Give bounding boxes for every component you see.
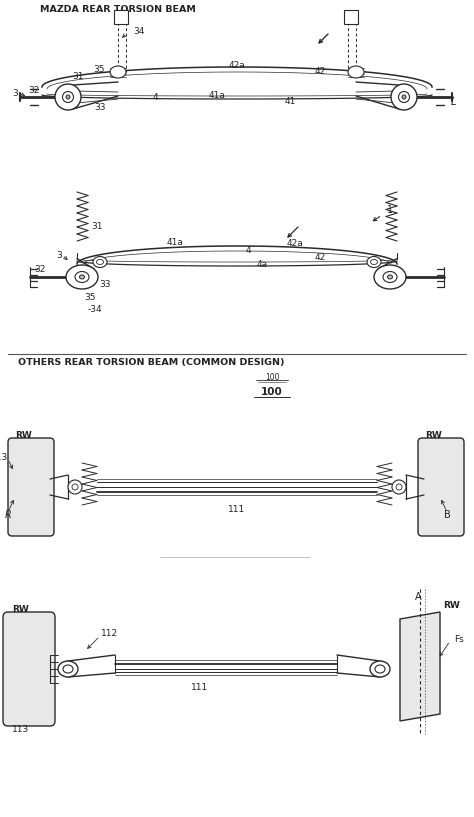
Ellipse shape — [348, 66, 364, 78]
Text: L: L — [450, 97, 456, 107]
Text: B: B — [444, 510, 450, 520]
Bar — [114, 10, 128, 24]
Text: RW: RW — [15, 431, 32, 440]
Text: 34: 34 — [133, 26, 145, 35]
Circle shape — [399, 92, 410, 102]
Circle shape — [66, 95, 70, 99]
Text: 32: 32 — [35, 265, 46, 274]
Text: 42a: 42a — [228, 60, 246, 69]
Text: 3: 3 — [56, 251, 62, 260]
Text: -34: -34 — [88, 305, 102, 314]
Text: 1: 1 — [387, 205, 393, 215]
Circle shape — [72, 484, 78, 490]
Text: 42a: 42a — [287, 239, 303, 248]
Circle shape — [396, 484, 402, 490]
Circle shape — [402, 95, 406, 99]
Ellipse shape — [93, 257, 107, 267]
FancyBboxPatch shape — [418, 438, 464, 536]
Text: R: R — [5, 510, 11, 520]
Text: 33: 33 — [99, 279, 111, 288]
Text: 100: 100 — [261, 387, 283, 397]
Ellipse shape — [388, 275, 392, 279]
Text: 41: 41 — [284, 96, 296, 105]
Text: A: A — [415, 592, 421, 602]
Ellipse shape — [375, 665, 385, 673]
Text: 33: 33 — [94, 102, 106, 111]
FancyBboxPatch shape — [3, 612, 55, 726]
Text: 4: 4 — [245, 245, 251, 255]
Text: Fs: Fs — [454, 635, 464, 644]
Ellipse shape — [367, 257, 381, 267]
Bar — [344, 10, 358, 24]
Text: 4: 4 — [152, 92, 158, 101]
Text: 31: 31 — [91, 221, 103, 230]
Text: 32: 32 — [28, 86, 40, 95]
Text: RW: RW — [425, 431, 442, 440]
Polygon shape — [400, 612, 440, 721]
Circle shape — [63, 92, 73, 102]
Text: 111: 111 — [191, 682, 209, 691]
Circle shape — [391, 84, 417, 110]
Ellipse shape — [66, 265, 98, 289]
Text: 113: 113 — [12, 725, 29, 734]
Text: 42: 42 — [314, 252, 326, 261]
Text: 35: 35 — [93, 65, 104, 74]
Text: 31: 31 — [72, 72, 84, 81]
Ellipse shape — [75, 271, 89, 283]
Text: 112: 112 — [101, 630, 118, 639]
Ellipse shape — [97, 260, 103, 265]
Text: 4a: 4a — [256, 260, 267, 269]
Ellipse shape — [63, 665, 73, 673]
Text: 3: 3 — [12, 88, 18, 97]
Text: RW: RW — [443, 601, 460, 610]
Text: 42: 42 — [314, 66, 326, 75]
Ellipse shape — [80, 275, 84, 279]
Text: 100: 100 — [265, 373, 279, 382]
Circle shape — [68, 480, 82, 494]
FancyBboxPatch shape — [8, 438, 54, 536]
Text: 41a: 41a — [209, 91, 226, 100]
Text: 41a: 41a — [166, 238, 183, 247]
Ellipse shape — [374, 265, 406, 289]
Circle shape — [392, 480, 406, 494]
Text: RW: RW — [12, 605, 29, 614]
Text: 113: 113 — [0, 453, 8, 462]
Ellipse shape — [371, 260, 377, 265]
Text: 111: 111 — [228, 505, 246, 514]
Text: OTHERS REAR TORSION BEAM (COMMON DESIGN): OTHERS REAR TORSION BEAM (COMMON DESIGN) — [18, 358, 284, 367]
Ellipse shape — [110, 66, 126, 78]
Ellipse shape — [370, 661, 390, 677]
Text: 35: 35 — [84, 292, 96, 301]
Ellipse shape — [383, 271, 397, 283]
Circle shape — [55, 84, 81, 110]
Ellipse shape — [58, 661, 78, 677]
Text: MAZDA REAR TORSION BEAM: MAZDA REAR TORSION BEAM — [40, 5, 196, 14]
